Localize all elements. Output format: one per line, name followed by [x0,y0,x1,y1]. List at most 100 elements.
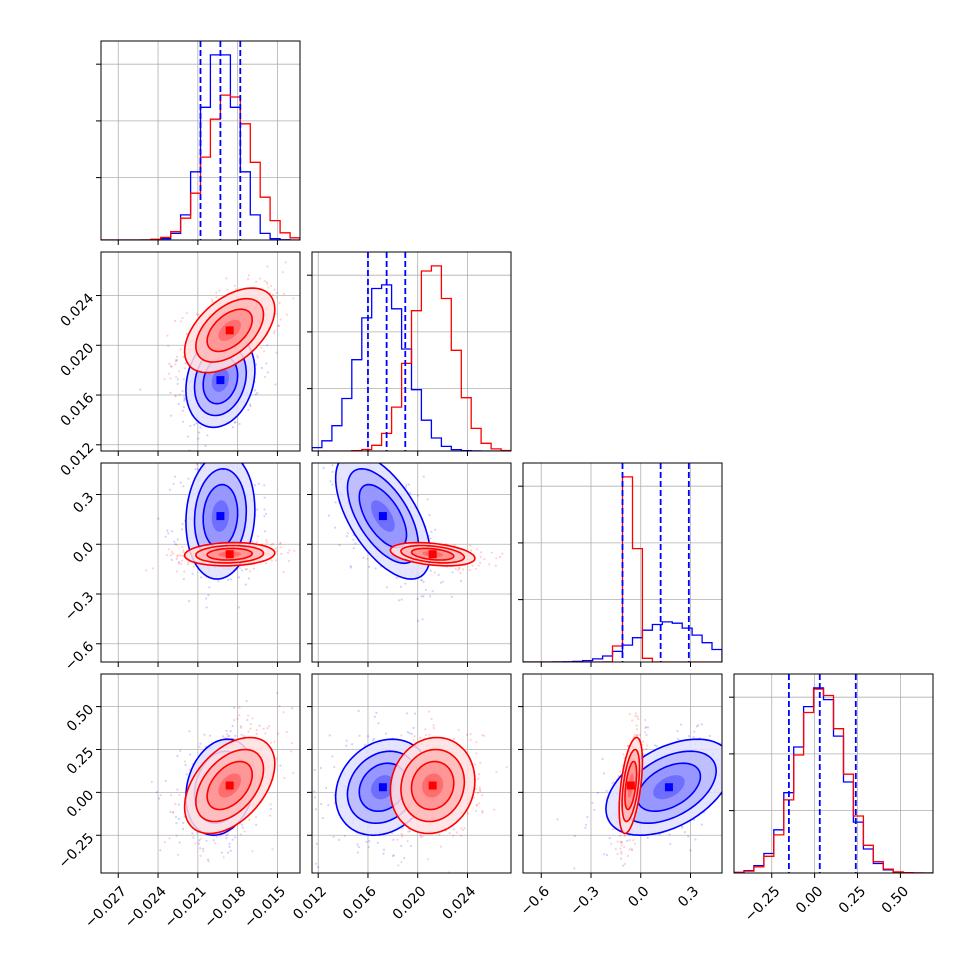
histogram-series-1 [734,688,933,873]
contour-line-2 [624,760,638,811]
scatter-point [266,344,269,347]
scatter-point [463,827,466,830]
scatter-point [272,332,275,335]
scatter-point [222,735,225,738]
scatter-point [737,719,739,721]
scatter-point [202,847,205,850]
scatter-point [573,835,576,838]
scatter-point [282,711,285,714]
scatter-point [338,440,340,442]
scatter-point [224,458,226,460]
scatter-point [258,724,261,727]
scatter-point [620,840,623,843]
scatter-point [406,840,409,843]
scatter-point [202,850,205,853]
scatter-point [334,526,337,529]
scatter-point [479,761,482,765]
scatter-point [428,514,431,517]
scatter-point [265,281,268,284]
scatter-point [181,409,184,412]
scatter-point [366,557,369,560]
scatter-point [441,580,444,583]
scatter-point [249,570,252,573]
scatter-point [401,835,404,838]
scatter-point [176,853,180,856]
scatter-point [207,860,210,863]
contour-line-1 [400,544,466,564]
scatter-point [207,594,210,597]
panel-content [322,417,504,623]
scatter-point [356,444,358,446]
scatter-point [170,558,173,562]
scatter-point [226,851,230,854]
scatter-point [275,550,278,553]
scatter-point [263,375,267,379]
scatter-point [199,426,202,429]
scatter-point [194,842,197,845]
scatter-point [231,724,234,728]
scatter-point [168,362,171,365]
scatter-point [620,844,623,847]
scatter-point [203,733,206,736]
scatter-point [241,569,244,572]
scatter-point [209,734,212,737]
scatter-point [292,771,295,775]
scatter-point [249,723,252,726]
scatter-point [430,717,433,721]
scatter-point [236,717,239,720]
x-tick-label-param-2: 0.0 [625,883,652,910]
scatter-point [288,549,291,552]
contour-line-0 [183,541,276,567]
scatter-point [227,735,230,738]
scatter-point [668,833,671,836]
scatter-point [611,782,614,785]
scatter-point [611,828,615,831]
scatter-point [437,573,440,577]
scatter-point [169,365,173,368]
scatter-point [327,417,329,419]
scatter-point [391,854,394,858]
contour-line-2 [358,483,408,549]
scatter-point [208,586,211,589]
scatter-point [376,459,378,461]
scatter-point [319,766,322,770]
contour-line-0 [389,736,476,835]
scatter-point [266,371,269,374]
scatter-point [633,733,636,736]
scatter-point [634,712,638,715]
scatter-point [374,567,377,570]
scatter-point [359,453,361,455]
scatter-point [645,747,648,751]
scatter-point [238,714,241,717]
scatter-point [460,834,463,837]
scatter-point [479,551,483,554]
scatter-point [478,773,481,776]
scatter-point [214,842,217,845]
scatter-point [345,739,348,742]
x-tick-label-param-0: −0.024 [122,883,170,931]
scatter-point [251,717,254,720]
scatter-point [181,827,185,831]
scatter-point [212,839,215,842]
density-peak [428,781,437,790]
scatter-point [366,735,370,738]
scatter-point [240,823,244,826]
scatter-point [471,564,474,567]
scatter-point [269,807,272,811]
scatter-point [238,422,241,426]
scatter-point [333,441,335,443]
scatter-point [238,706,241,709]
x-tick-label-param-3: −0.25 [742,883,784,925]
scatter-point [400,734,403,737]
scatter-point [225,837,228,840]
scatter-point [483,734,486,737]
panel-2-0 [96,458,301,667]
scatter-point [228,845,231,849]
scatter-point [479,561,482,565]
scatter-point [731,795,733,797]
y-tick-label-param-3: −0.25 [56,830,98,872]
scatter-point [458,566,461,569]
scatter-point [166,334,169,337]
scatter-point [264,512,268,515]
scatter-point [277,732,280,735]
